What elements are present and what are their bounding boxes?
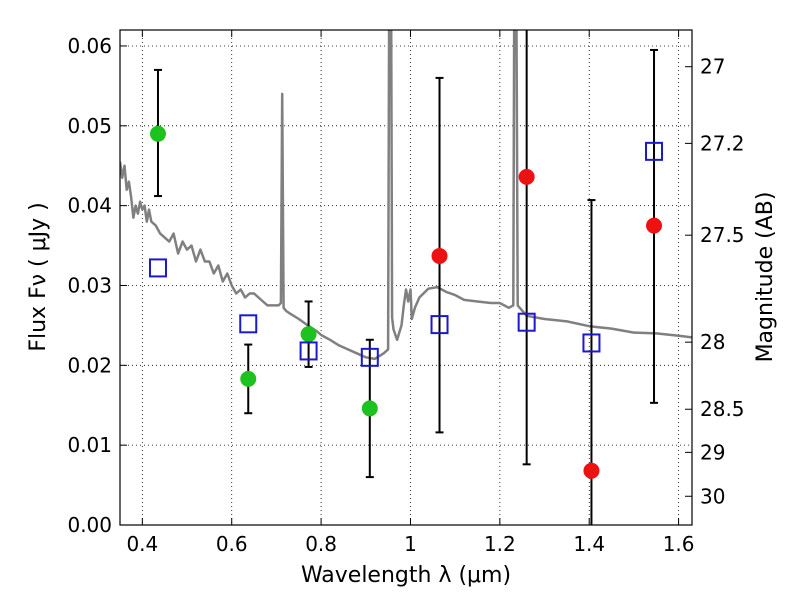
y-axis-ticks: 0.00 0.01 0.02 0.03 0.04 0.05 0.06	[67, 34, 127, 537]
x-tick-label: 0.6	[216, 532, 248, 556]
x-axis-label: Wavelength λ (μm)	[301, 563, 511, 588]
x-axis-ticks: 0.4 0.6 0.8 1 1.2 1.4 1.6	[126, 30, 695, 556]
marker-layer	[148, 125, 664, 479]
x-tick-label: 0.8	[305, 532, 337, 556]
model-point	[360, 347, 379, 367]
x-tick-label: 1.4	[573, 532, 605, 556]
data-point	[646, 217, 663, 234]
model-point	[517, 312, 536, 332]
y-tick-label: 0.05	[67, 114, 112, 138]
data-point	[361, 400, 378, 417]
x-tick-label: 0.4	[126, 532, 158, 556]
y-tick-label: 0.06	[67, 34, 112, 58]
data-point	[583, 462, 600, 479]
model-point	[645, 141, 664, 161]
right-tick-label: 30	[700, 484, 725, 508]
x-tick-label: 1.6	[663, 532, 695, 556]
plot-frame	[119, 29, 693, 526]
right-tick-label: 27	[700, 55, 725, 79]
model-spectrum-layer	[120, 30, 692, 361]
data-point	[240, 370, 257, 387]
right-tick-label: 28.5	[700, 397, 745, 421]
y-tick-label: 0.01	[67, 433, 112, 457]
data-point	[518, 168, 535, 185]
plot-background	[120, 30, 692, 525]
model-point	[299, 341, 318, 361]
model-point	[582, 333, 601, 353]
right-tick-label: 29	[700, 440, 725, 464]
y-axis-label: Flux Fν ( μJy )	[26, 202, 51, 351]
data-point	[149, 125, 166, 142]
right-tick-label: 27.2	[700, 131, 745, 155]
x-tick-label: 1	[404, 532, 417, 556]
right-tick-label: 28	[700, 330, 725, 354]
data-point	[431, 247, 448, 264]
y-tick-label: 0.04	[67, 194, 112, 218]
right-axis-label: Magnitude (AB)	[753, 192, 778, 363]
model-point	[148, 258, 167, 278]
data-point	[300, 326, 317, 343]
right-tick-label: 27.5	[700, 223, 745, 247]
y-tick-label: 0.00	[67, 513, 112, 537]
model-point	[430, 315, 449, 335]
model-point	[239, 314, 258, 334]
x-tick-label: 1.2	[484, 532, 516, 556]
right-axis-ticks: 27 27.2 27.5 28 28.5 29 30	[685, 55, 745, 508]
model-spectrum-line	[120, 30, 692, 361]
y-tick-label: 0.02	[67, 353, 112, 377]
y-tick-label: 0.03	[67, 273, 112, 297]
